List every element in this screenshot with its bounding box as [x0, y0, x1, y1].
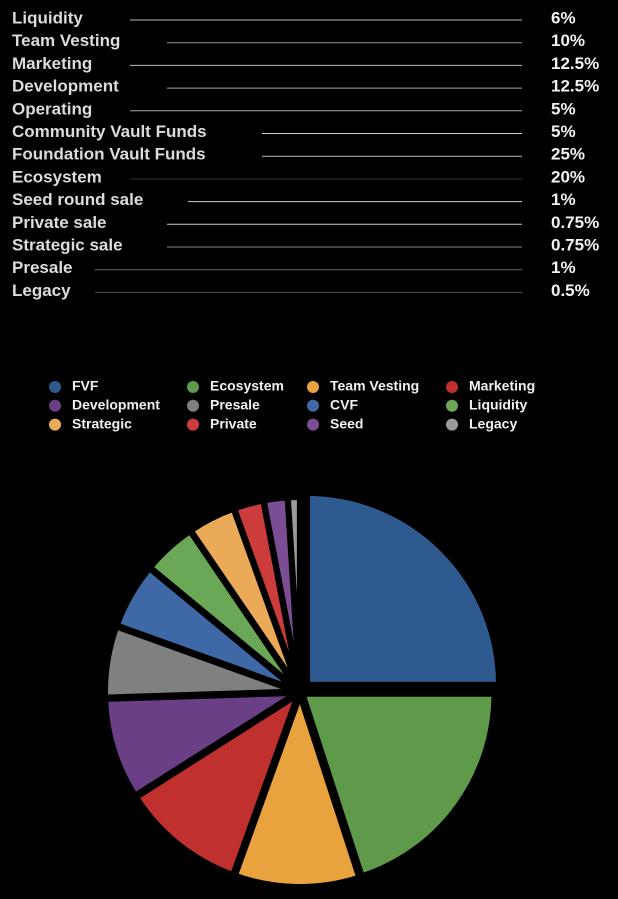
- pie-slice: [284, 494, 303, 693]
- allocation-value: 5%: [551, 122, 576, 141]
- allocation-name: Seed round sale: [12, 190, 143, 209]
- legend-label: Ecosystem: [210, 378, 284, 394]
- pie-slice: [133, 691, 302, 878]
- pie-slice: [102, 689, 301, 799]
- allocation-value: 1%: [551, 190, 576, 209]
- allocation-value: 25%: [551, 145, 585, 164]
- legend-label: FVF: [72, 378, 99, 394]
- allocation-value: 0.75%: [551, 213, 599, 232]
- allocation-value: 6%: [551, 8, 576, 27]
- allocation-value: 10%: [551, 31, 585, 50]
- allocation-name: Ecosystem: [12, 167, 102, 186]
- legend-swatch: [187, 418, 199, 431]
- legend-swatch: [49, 418, 61, 431]
- legend-swatch: [446, 399, 458, 412]
- legend-swatch: [307, 418, 319, 431]
- allocation-name: Private sale: [12, 213, 107, 232]
- legend-label: Private: [210, 415, 257, 431]
- allocation-name: Marketing: [12, 54, 92, 73]
- legend-swatch: [446, 381, 458, 393]
- allocation-name: Development: [12, 77, 119, 96]
- legend-label: Seed: [330, 415, 363, 431]
- legend-label: Legacy: [469, 415, 517, 431]
- legend-label: Liquidity: [469, 397, 528, 413]
- allocation-value: 20%: [551, 167, 585, 186]
- legend-label: CVF: [330, 397, 358, 413]
- pie-slice: [231, 692, 363, 890]
- legend-swatch: [187, 399, 199, 412]
- legend-swatch: [49, 399, 61, 412]
- allocation-name: Team Vesting: [12, 31, 120, 50]
- legend-swatch: [187, 381, 199, 393]
- allocation-name: Strategic sale: [12, 235, 123, 254]
- allocation-name: Operating: [12, 99, 92, 118]
- legend-label: Team Vesting: [330, 378, 419, 394]
- legend-swatch: [49, 381, 61, 393]
- pie-slice: [299, 690, 498, 880]
- allocation-value: 0.75%: [551, 235, 599, 254]
- legend-label: Presale: [210, 397, 260, 413]
- legend-swatch: [446, 418, 458, 431]
- legend-label: Marketing: [469, 378, 535, 394]
- allocation-name: Foundation Vault Funds: [12, 145, 206, 164]
- allocation-name: Presale: [12, 258, 73, 277]
- allocation-name: Community Vault Funds: [12, 122, 207, 141]
- allocation-value: 1%: [551, 258, 576, 277]
- legend-label: Development: [72, 397, 160, 413]
- legend-swatch: [307, 381, 319, 393]
- legend-label: Strategic: [72, 415, 132, 431]
- legend-swatch: [307, 399, 319, 412]
- allocation-value: 0.5%: [551, 281, 590, 300]
- allocation-name: Liquidity: [12, 8, 83, 27]
- allocation-value: 12.5%: [551, 54, 599, 73]
- allocation-value: 5%: [551, 99, 576, 118]
- allocation-value: 12.5%: [551, 77, 599, 96]
- pie-slice: [304, 489, 503, 688]
- allocation-name: Legacy: [12, 281, 71, 300]
